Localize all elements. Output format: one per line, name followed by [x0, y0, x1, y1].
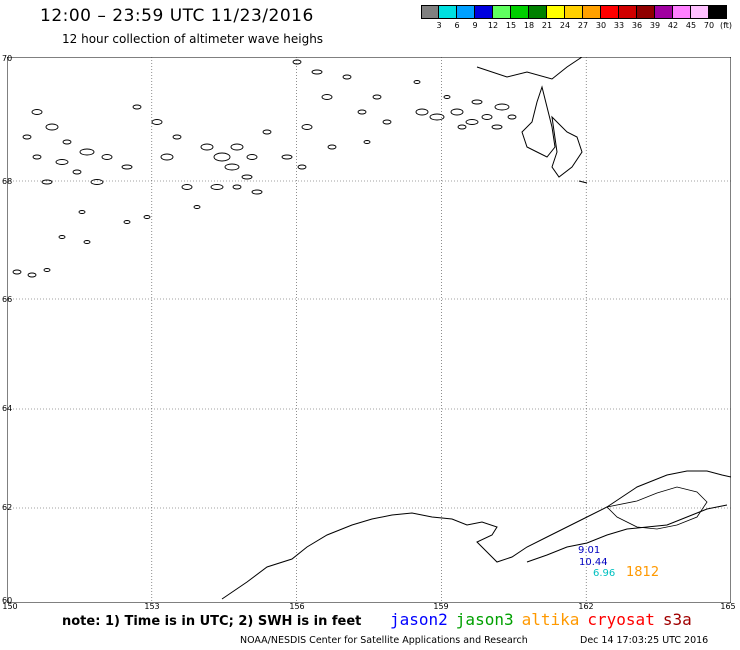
lat-label-64: 64 [2, 404, 13, 413]
credit-line: NOAA/NESDIS Center for Satellite Applica… [240, 635, 528, 646]
satellite-altika: altika [521, 610, 580, 629]
legend-label: 3 [436, 21, 442, 30]
lat-label-66: 66 [2, 295, 13, 304]
map-subtitle: 12 hour collection of altimeter wave hei… [62, 32, 324, 46]
legend-label: 39 [649, 21, 661, 30]
legend-label: 6 [454, 21, 460, 30]
plot-frame [7, 57, 731, 603]
legend-label: 9 [472, 21, 478, 30]
legend-label: 12 [487, 21, 499, 30]
lon-label-162: 162 [578, 602, 594, 611]
satellite-s3a: s3a [662, 610, 692, 629]
legend-label: 15 [505, 21, 517, 30]
map-plot [7, 57, 731, 603]
satellite-jason3: jason3 [455, 610, 514, 629]
satellite-jason2: jason2 [390, 610, 448, 629]
legend-label: 30 [595, 21, 607, 30]
map-title: 12:00 – 23:59 UTC 11/23/2016 [40, 6, 314, 26]
legend-label: 18 [523, 21, 535, 30]
legend-label: 24 [559, 21, 571, 30]
swh-observation: 10.44 [579, 557, 608, 568]
satellite-cryosat: cryosat [587, 610, 655, 629]
legend-swatch [493, 5, 511, 19]
legend-swatch [565, 5, 583, 19]
legend-swatch [637, 5, 655, 19]
lat-label-60: 60 [2, 596, 13, 605]
graticule [7, 57, 731, 603]
legend-spacer [421, 21, 430, 30]
lon-label-153: 153 [144, 602, 160, 611]
legend-label: 36 [631, 21, 643, 30]
lat-label-62: 62 [2, 503, 13, 512]
legend-swatch [529, 5, 547, 19]
satellite-legend: jason2 jason3 altika cryosat s3a [390, 610, 700, 629]
timestamp: Dec 14 17:03:25 UTC 2016 [580, 635, 709, 646]
legend-label: 27 [577, 21, 589, 30]
legend-swatch [673, 5, 691, 19]
lat-label-68: 68 [2, 177, 13, 186]
ice-contours [12, 59, 517, 278]
swh-observation: 1812 [626, 565, 660, 580]
lat-label-70: 70 [2, 54, 13, 63]
legend-swatch [439, 5, 457, 19]
legend-label: 45 [685, 21, 697, 30]
legend-label: 70 [703, 21, 715, 30]
color-scale-legend: 3 6 9 12 15 18 21 24 27 30 33 36 39 42 45 70 (ft) [421, 5, 740, 30]
legend-swatch [655, 5, 673, 19]
footer-note: note: 1) Time is in UTC; 2) SWH is in fe… [62, 614, 362, 629]
coastline-north [476, 57, 588, 184]
legend-label: 33 [613, 21, 625, 30]
legend-swatch [421, 5, 439, 19]
lon-label-159: 159 [433, 602, 449, 611]
lon-label-165: 165 [720, 602, 736, 611]
legend-swatches [421, 5, 740, 19]
legend-swatch [691, 5, 709, 19]
lon-label-156: 156 [289, 602, 305, 611]
legend-swatch [619, 5, 637, 19]
legend-swatch [475, 5, 493, 19]
legend-swatch [709, 5, 727, 19]
peninsula-outline [606, 486, 708, 530]
legend-label: 42 [667, 21, 679, 30]
legend-swatch [583, 5, 601, 19]
swh-observation: 9.01 [578, 545, 601, 556]
legend-labels: 3 6 9 12 15 18 21 24 27 30 33 36 39 42 45 70 (ft) [421, 21, 740, 30]
lon-label-150: 150 [2, 602, 18, 611]
legend-label: 21 [541, 21, 553, 30]
legend-swatch [601, 5, 619, 19]
coastline-south [221, 470, 731, 600]
legend-swatch [511, 5, 529, 19]
legend-unit: (ft) [720, 21, 733, 30]
legend-swatch [547, 5, 565, 19]
legend-swatch [457, 5, 475, 19]
swh-observation: 6.96 [593, 568, 616, 579]
